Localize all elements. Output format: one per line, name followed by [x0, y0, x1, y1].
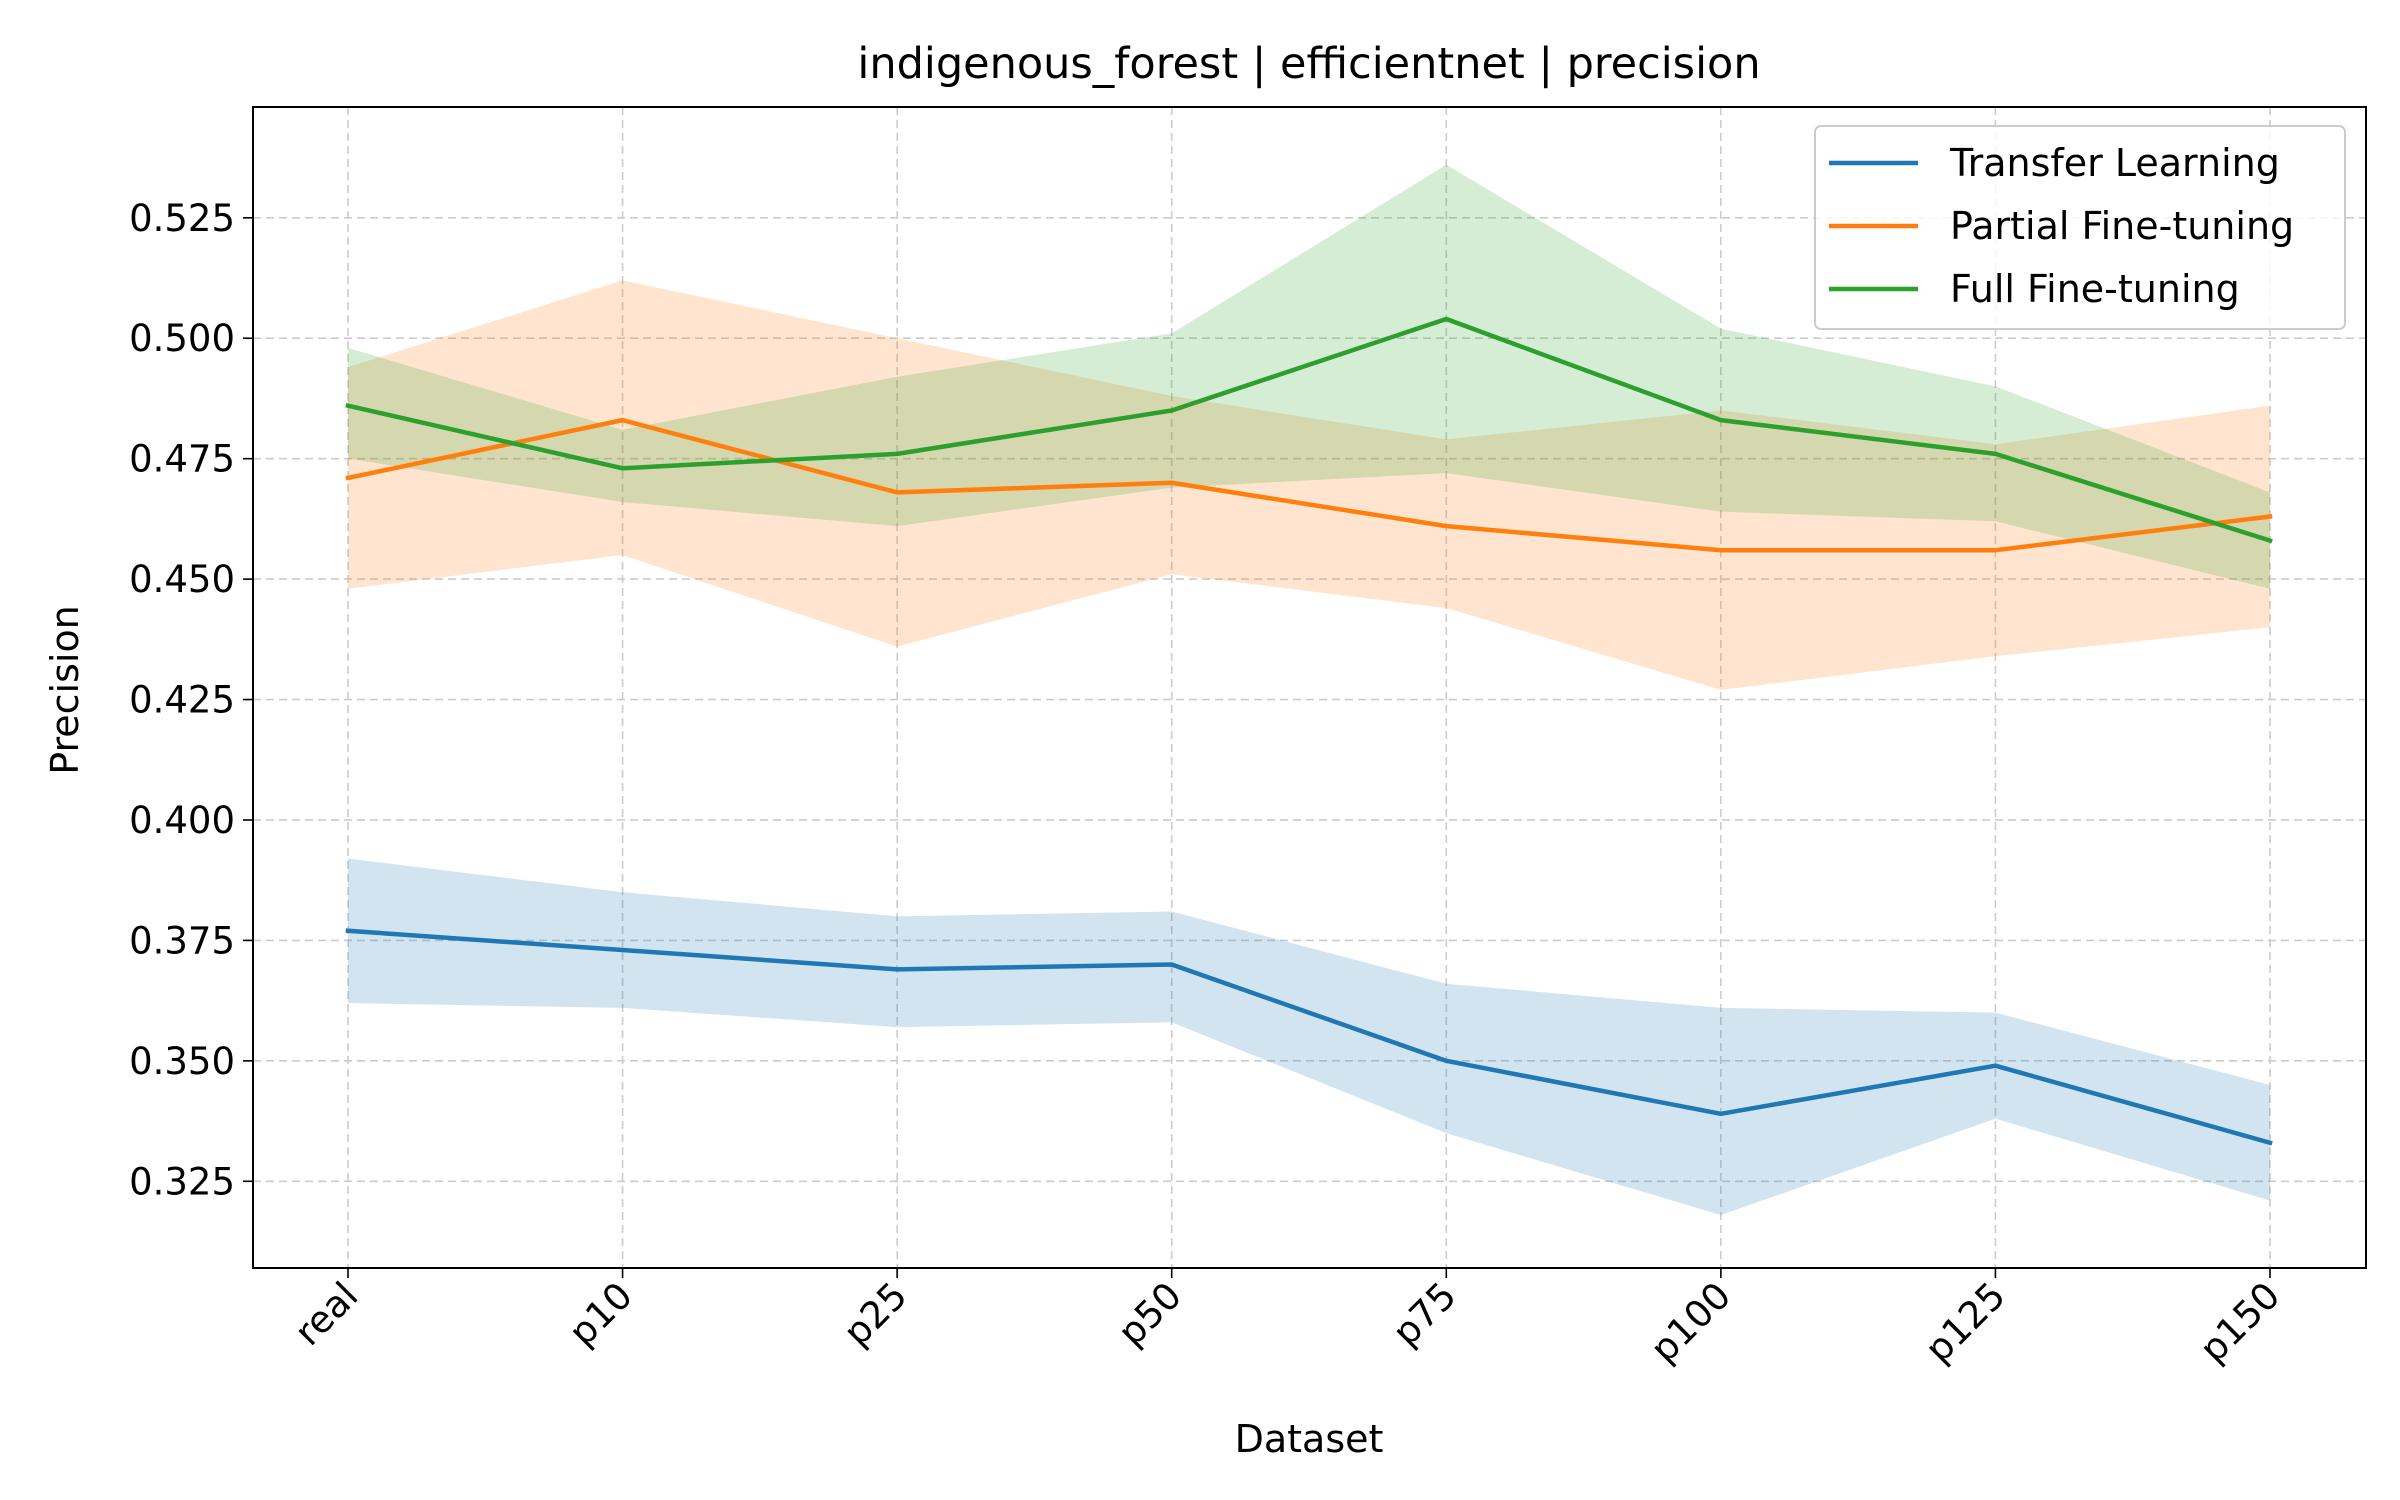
y-tick-label: 0.400	[129, 799, 235, 842]
y-tick-label: 0.325	[129, 1160, 235, 1203]
y-tick-label: 0.525	[129, 197, 235, 240]
series-band	[348, 280, 2270, 690]
series-line	[345, 928, 2273, 1146]
legend-label: Full Fine-tuning	[1950, 267, 2240, 311]
series-line	[345, 417, 2273, 553]
plot-area-frame	[252, 106, 2367, 1269]
legend: Transfer Learning Partial Fine-tuning Full…	[1814, 125, 2346, 330]
series-band	[348, 164, 2270, 589]
y-tick-label: 0.450	[129, 558, 235, 601]
legend-box	[1814, 125, 2346, 330]
legend-label: Partial Fine-tuning	[1950, 204, 2294, 248]
series-line	[345, 316, 2273, 544]
y-tick-label: 0.375	[129, 919, 235, 962]
series-band	[348, 858, 2270, 1216]
x-axis-label: Dataset	[1235, 1417, 1384, 1461]
y-tick-label: 0.500	[129, 317, 235, 360]
y-tick-label: 0.350	[129, 1040, 235, 1083]
axis-ticks: real p10 p25 p50 p75 p100 p125 p1500.3250.3500.…	[129, 197, 2288, 1371]
legend-label: Transfer Learning	[1949, 141, 2280, 185]
y-tick-label: 0.475	[129, 438, 235, 481]
chart-title: indigenous_forest | efficientnet | preci…	[857, 39, 1760, 89]
confidence-bands	[348, 164, 2270, 1216]
series-lines	[345, 316, 2273, 1146]
y-tick-label: 0.425	[129, 679, 235, 722]
y-axis-label: Precision	[43, 605, 87, 775]
